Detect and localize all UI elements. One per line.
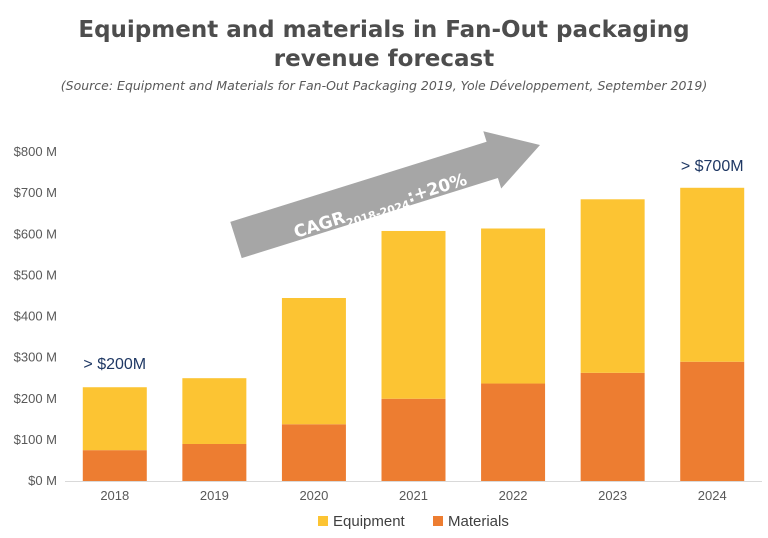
bars	[82, 187, 745, 481]
cagr-arrow-shape	[230, 131, 541, 259]
y-tick-label: $100 M	[14, 432, 57, 447]
bar-equipment-2020	[281, 297, 346, 425]
end-value-annotation: > $700M	[681, 158, 744, 175]
legend-label-equipment: Equipment	[333, 513, 406, 530]
bar-materials-2023	[580, 372, 645, 481]
y-tick-label: $700 M	[14, 185, 57, 200]
y-tick-label: $0 M	[28, 473, 57, 488]
x-tick-label: 2018	[100, 488, 129, 503]
x-tick-label: 2019	[200, 488, 229, 503]
chart-source: (Source: Equipment and Materials for Fan…	[60, 78, 708, 93]
bar-equipment-2022	[481, 228, 546, 384]
chart-title: Equipment and materials in Fan-Out packa…	[0, 16, 768, 74]
y-tick-label: $800 M	[14, 144, 57, 159]
legend-label-materials: Materials	[448, 513, 509, 530]
y-tick-label: $400 M	[14, 309, 57, 324]
legend: Equipment Materials	[318, 513, 509, 530]
y-tick-label: $600 M	[14, 226, 57, 241]
y-tick-label: $200 M	[14, 391, 57, 406]
bar-materials-2019	[182, 443, 247, 481]
chart-title-line-2: revenue forecast	[273, 46, 495, 72]
bar-materials-2018	[82, 450, 147, 481]
legend-swatch-equipment	[318, 516, 328, 526]
chart-title-line-1: Equipment and materials in Fan-Out packa…	[78, 17, 690, 43]
bar-equipment-2019	[182, 378, 247, 444]
bar-materials-2022	[481, 383, 546, 481]
start-value-annotation: > $200M	[83, 356, 146, 373]
x-axis: 2018 2019 2020 2021 2022 2023 2024	[65, 481, 762, 503]
bar-equipment-2021	[381, 230, 446, 399]
bar-materials-2021	[381, 398, 446, 481]
x-tick-label: 2021	[399, 488, 428, 503]
bar-equipment-2018	[82, 387, 147, 451]
x-tick-label: 2020	[299, 488, 328, 503]
y-axis: $0 M $100 M $200 M $300 M $400 M $500 M $600 M…	[14, 144, 57, 488]
bar-materials-2024	[680, 361, 745, 481]
bar-equipment-2023	[580, 199, 645, 373]
x-tick-label: 2024	[698, 488, 727, 503]
bar-equipment-2024	[680, 187, 745, 362]
x-tick-label: 2023	[598, 488, 627, 503]
legend-swatch-materials	[433, 516, 443, 526]
x-tick-label: 2022	[499, 488, 528, 503]
bar-materials-2020	[281, 424, 346, 481]
y-tick-label: $300 M	[14, 350, 57, 365]
y-tick-label: $500 M	[14, 267, 57, 282]
